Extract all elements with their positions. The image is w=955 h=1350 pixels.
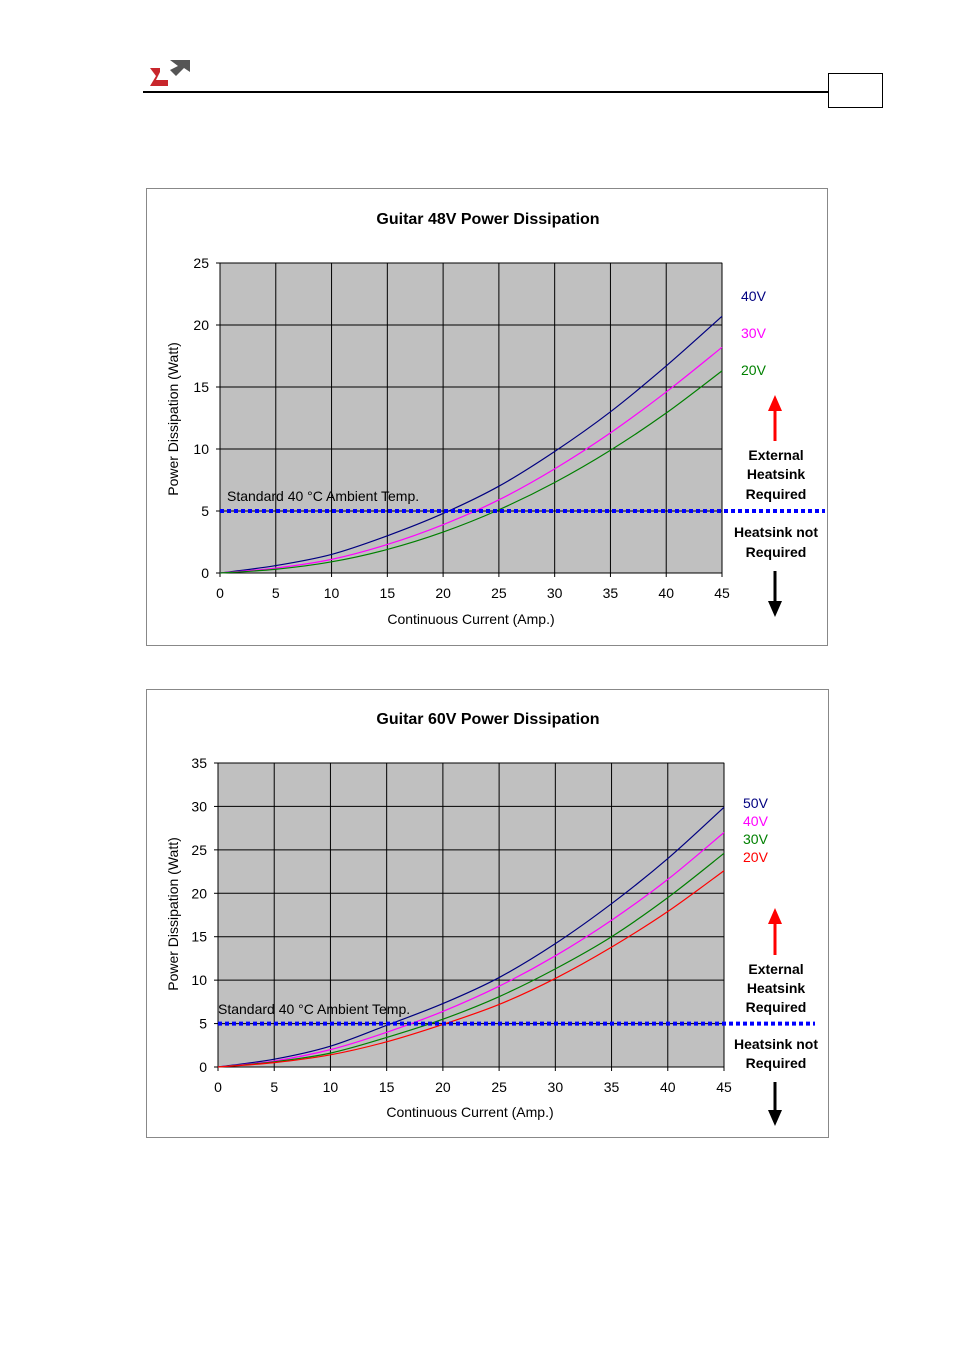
chart-title: Guitar 48V Power Dissipation [376, 211, 599, 228]
x-tick-label: 0 [214, 1079, 222, 1095]
chart-60v: 0 5 10 15 20 25 30 35 40 45 0 5 10 15 20 25 30 35 50V 40V 30… [165, 711, 818, 1126]
arrow-down-icon [768, 571, 782, 617]
y-tick-label: 5 [201, 503, 209, 519]
y-tick-label: 30 [191, 798, 207, 814]
x-tick-label: 45 [716, 1079, 732, 1095]
series-line-40v [217, 832, 725, 1068]
arrow-down-icon [768, 1082, 782, 1126]
x-tick-label: 30 [548, 1079, 564, 1095]
legend-entry-50v: 50V [743, 795, 769, 811]
x-axis-label: Continuous Current (Amp.) [386, 1104, 553, 1120]
logo-red-mark [150, 68, 168, 86]
series-line-20v [217, 870, 725, 1068]
y-tick-label: 25 [191, 842, 207, 858]
y-tick-label: 35 [191, 755, 207, 771]
x-tick-label: 15 [380, 585, 396, 601]
x-tick-label: 20 [435, 1079, 451, 1095]
y-tick-label: 10 [193, 441, 209, 457]
series-line-20v [219, 370, 723, 574]
ambient-label: Standard 40 °C Ambient Temp. [218, 1001, 410, 1017]
legend-entry-20v: 20V [743, 849, 769, 865]
y-tick-label: 10 [191, 972, 207, 988]
heatsink-not-required-line-1: Heatsink not [734, 1036, 818, 1052]
x-tick-label: 30 [547, 585, 563, 601]
y-tick-label: 15 [191, 929, 207, 945]
legend-entry-30v: 30V [741, 325, 767, 341]
x-tick-label: 35 [604, 1079, 620, 1095]
x-axis-label: Continuous Current (Amp.) [387, 611, 554, 627]
legend-entry-40v: 40V [741, 288, 767, 304]
arrow-up-icon [768, 908, 782, 955]
legend-entry-20v: 20V [741, 362, 767, 378]
arrow-up-icon [768, 395, 782, 441]
heatsink-not-required-line-2: Required [746, 544, 807, 560]
x-tick-label: 5 [272, 585, 280, 601]
x-tick-label: 25 [491, 1079, 507, 1095]
heatsink-required-line-3: Required [746, 486, 807, 502]
y-tick-label: 15 [193, 379, 209, 395]
chart-48v-frame: 0 5 10 15 20 25 30 35 40 45 0 5 10 15 20 25 40V 30V 20V Gui… [146, 188, 828, 646]
series-line-30v [219, 346, 723, 574]
y-axis-label: Power Dissipation (Watt) [165, 342, 181, 496]
heatsink-not-required-line-1: Heatsink not [734, 524, 818, 540]
header-rule [143, 91, 829, 93]
y-tick-label: 25 [193, 255, 209, 271]
y-tick-label: 20 [193, 317, 209, 333]
legend-entry-30v: 30V [743, 831, 769, 847]
series-line-40v [219, 315, 723, 574]
heatsink-required-line-1: External [748, 961, 803, 977]
x-tick-label: 45 [714, 585, 730, 601]
heatsink-required-line-3: Required [746, 999, 807, 1015]
page-number-box [828, 73, 883, 108]
x-tick-label: 10 [323, 1079, 339, 1095]
plot-area: 0 5 10 15 20 25 30 35 40 45 0 5 10 15 20 25 40V 30V 20V [193, 255, 825, 601]
y-tick-label: 0 [199, 1059, 207, 1075]
heatsink-required-line-2: Heatsink [747, 466, 806, 482]
x-tick-label: 20 [435, 585, 451, 601]
heatsink-required-line-2: Heatsink [747, 980, 806, 996]
plot-background [217, 762, 725, 1068]
logo-gray-mark [170, 60, 190, 76]
chart-title: Guitar 60V Power Dissipation [376, 711, 599, 728]
x-tick-label: 35 [603, 585, 619, 601]
heatsink-required-line-1: External [748, 447, 803, 463]
x-tick-label: 40 [658, 585, 674, 601]
company-logo [150, 60, 190, 86]
y-tick-label: 5 [199, 1016, 207, 1032]
series-line-50v [217, 806, 725, 1068]
chart-60v-frame: 0 5 10 15 20 25 30 35 40 45 0 5 10 15 20 25 30 35 50V 40V 30… [146, 689, 829, 1138]
x-tick-label: 10 [324, 585, 340, 601]
y-tick-label: 20 [191, 885, 207, 901]
x-tick-label: 25 [491, 585, 507, 601]
plot-background [219, 262, 723, 574]
y-tick-label: 0 [201, 565, 209, 581]
x-tick-label: 5 [270, 1079, 278, 1095]
y-axis-label: Power Dissipation (Watt) [165, 837, 181, 991]
plot-area: 0 5 10 15 20 25 30 35 40 45 0 5 10 15 20 25 30 35 50V 40V 30… [191, 755, 815, 1095]
x-tick-label: 40 [660, 1079, 676, 1095]
ambient-label: Standard 40 °C Ambient Temp. [227, 488, 419, 504]
series-line-30v [217, 852, 725, 1068]
x-tick-label: 15 [379, 1079, 395, 1095]
x-tick-label: 0 [216, 585, 224, 601]
legend-entry-40v: 40V [743, 813, 769, 829]
heatsink-not-required-line-2: Required [746, 1055, 807, 1071]
chart-48v: 0 5 10 15 20 25 30 35 40 45 0 5 10 15 20 25 40V 30V 20V Gui… [165, 211, 825, 627]
